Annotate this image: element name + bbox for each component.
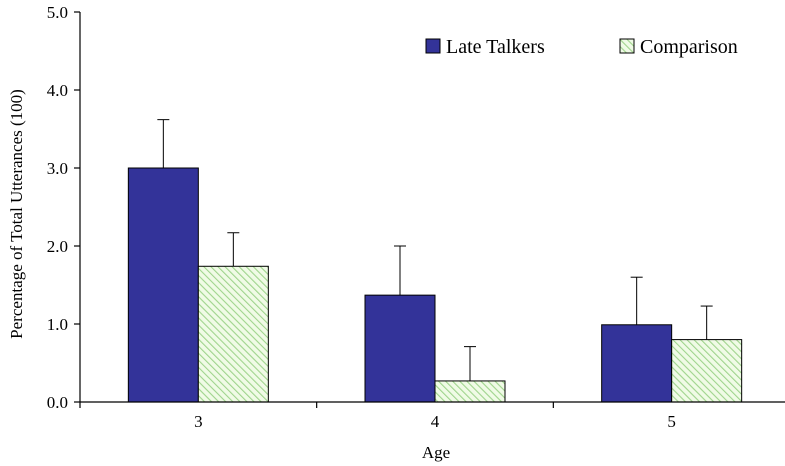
x-tick-label: 5	[667, 412, 676, 431]
bar-comparison-4	[435, 381, 505, 402]
x-ticks: 3 4 5	[80, 402, 785, 431]
bar-late-talkers-5	[602, 325, 672, 402]
x-tick-label: 3	[194, 412, 203, 431]
bar-comparison-5	[672, 340, 742, 402]
y-tick-label: 3.0	[47, 159, 68, 178]
legend: Late Talkers Comparison	[426, 36, 738, 58]
x-axis-title: Age	[422, 443, 450, 462]
y-tick-label: 4.0	[47, 81, 68, 100]
bar-late-talkers-3	[128, 168, 198, 402]
bars-layer	[128, 168, 741, 402]
x-tick-label: 4	[431, 412, 440, 431]
y-tick-label: 2.0	[47, 237, 68, 256]
legend-swatch-late-talkers	[426, 39, 440, 53]
legend-label-late-talkers: Late Talkers	[446, 36, 545, 58]
y-tick-label: 1.0	[47, 315, 68, 334]
y-tick-label: 5.0	[47, 3, 68, 22]
y-tick-label: 0.0	[47, 393, 68, 412]
y-axis-title: Percentage of Total Utterances (100)	[7, 89, 26, 339]
bar-late-talkers-4	[365, 295, 435, 402]
y-ticks: 0.0 1.0 2.0 3.0 4.0 5.0	[47, 3, 80, 412]
legend-label-comparison: Comparison	[640, 36, 738, 58]
bar-comparison-3	[198, 266, 268, 402]
legend-swatch-comparison	[620, 39, 634, 53]
